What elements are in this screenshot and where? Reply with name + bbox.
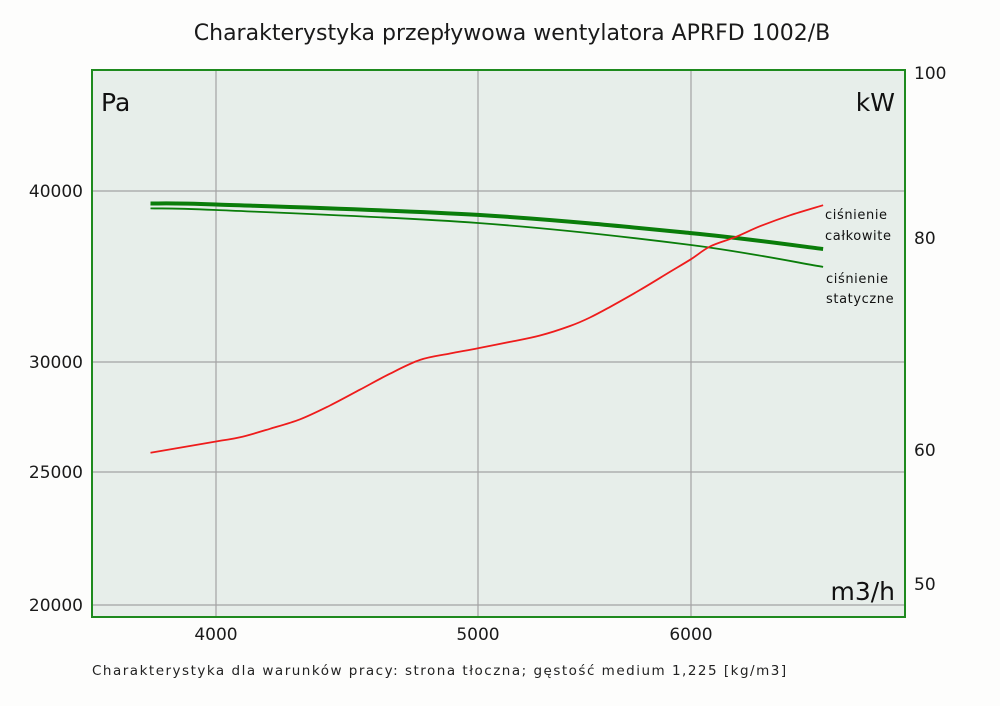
x-tick-label: 4000 [194, 625, 237, 645]
y-right-tick-label: 60 [914, 441, 936, 461]
y-right-tick-labels: 100 80 60 50 [914, 64, 946, 595]
y-left-tick-labels: 40000 30000 25000 20000 [29, 182, 83, 616]
legend-total-line2: całkowite [825, 229, 892, 244]
x-tick-label: 6000 [669, 625, 712, 645]
x-tick-label: 5000 [456, 625, 499, 645]
legend: ciśnienie całkowite ciśnienie statyczne [825, 208, 894, 307]
y-right-unit-label: kW [856, 88, 895, 117]
legend-static-line1: ciśnienie [826, 272, 889, 287]
plot-frame [91, 69, 906, 618]
grid [92, 70, 905, 617]
series-layer [150, 201, 824, 454]
series-total-pressure-line [150, 201, 824, 251]
chart-title: Charakterystyka przepływowa wentylatora … [194, 21, 830, 46]
legend-static-line2: statyczne [826, 292, 894, 307]
legend-total-line1: ciśnienie [825, 208, 888, 223]
series-power-line [150, 204, 824, 454]
y-right-tick-label: 50 [914, 575, 936, 595]
chart-caption: Charakterystyka dla warunków pracy: stro… [92, 663, 788, 679]
y-right-tick-label: 80 [914, 229, 936, 249]
y-left-tick-label: 25000 [29, 463, 83, 483]
y-left-tick-label: 40000 [29, 182, 83, 202]
x-tick-labels: 4000 5000 6000 [194, 625, 712, 645]
series-static-pressure-line [150, 207, 824, 268]
y-right-tick-label: 100 [914, 64, 946, 84]
y-left-tick-label: 30000 [29, 353, 83, 373]
y-left-unit-label: Pa [101, 88, 130, 117]
x-unit-label: m3/h [830, 577, 895, 606]
y-left-tick-label: 20000 [29, 596, 83, 616]
